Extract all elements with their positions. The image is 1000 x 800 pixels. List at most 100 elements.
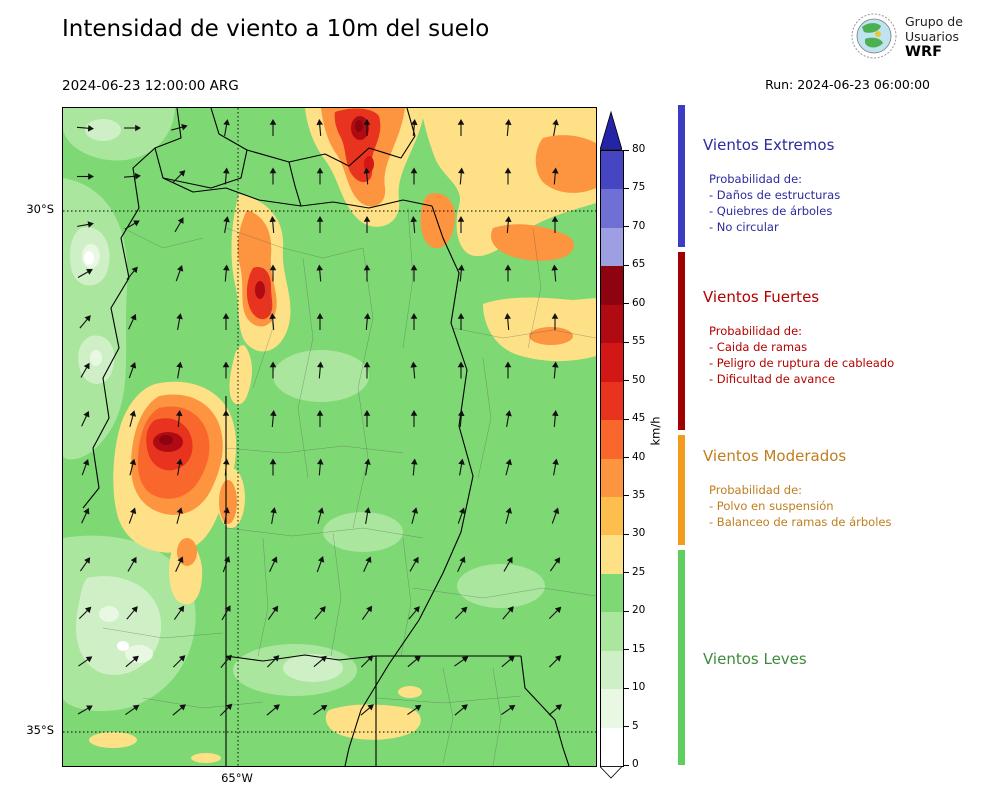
run-datetime: Run: 2024-06-23 06:00:00 xyxy=(765,77,930,92)
wind-arrow xyxy=(222,458,230,476)
wind-arrow xyxy=(551,264,559,282)
legend-section-leves: Vientos Leves xyxy=(703,650,995,685)
wind-arrow xyxy=(410,264,418,282)
legend-title-extremos: Vientos Extremos xyxy=(703,136,835,154)
wind-arrow xyxy=(364,507,371,524)
colorbar-tick-label: 5 xyxy=(632,719,639,732)
colorbar-segment xyxy=(601,381,623,421)
wind-arrow xyxy=(220,654,232,668)
colorbar-tick-label: 80 xyxy=(632,143,646,155)
wind-arrow xyxy=(408,606,420,620)
colorbar-tick-mark xyxy=(624,226,629,228)
wind-arrow xyxy=(222,556,231,573)
wind-arrow xyxy=(266,704,280,716)
legend-bar-fuertes xyxy=(678,252,685,430)
wind-arrow xyxy=(548,704,562,716)
wind-arrow xyxy=(77,221,94,228)
legend-item: - No circular xyxy=(709,220,779,234)
wind-arrow xyxy=(176,313,183,330)
wind-arrow xyxy=(126,266,138,280)
wind-arrow xyxy=(410,119,418,137)
wind-arrow xyxy=(501,655,515,668)
legend-item: - Polvo en suspensión xyxy=(709,499,834,513)
y-axis-label: 30°S xyxy=(26,202,54,216)
wind-arrow xyxy=(77,173,94,180)
wind-arrow xyxy=(454,704,468,716)
legend-item: - Caida de ramas xyxy=(709,340,808,354)
wind-arrow xyxy=(552,458,559,476)
colorbar-segment xyxy=(601,650,623,690)
wind-map xyxy=(63,108,596,766)
colorbar-tick-mark xyxy=(624,610,629,612)
wind-arrow xyxy=(504,313,512,331)
colorbar-segment xyxy=(601,612,623,651)
wind-arrow xyxy=(125,655,139,668)
colorbar-tick-mark xyxy=(624,303,629,305)
wind-arrow xyxy=(173,605,185,620)
wind-arrow xyxy=(457,507,466,524)
wind-arrow xyxy=(78,656,93,667)
wind-arrow xyxy=(410,216,418,234)
wind-arrow xyxy=(364,458,371,476)
wind-arrow xyxy=(457,410,465,428)
wind-arrow xyxy=(503,556,513,572)
wind-arrow xyxy=(128,362,137,379)
wind-arrow xyxy=(267,605,279,620)
wind-arrow xyxy=(457,119,465,136)
wind-arrow xyxy=(269,264,277,282)
wind-arrow xyxy=(363,264,371,282)
legend-item: - Quiebres de árboles xyxy=(709,204,833,218)
wind-arrow xyxy=(457,216,465,233)
wind-arrow xyxy=(317,507,325,524)
wind-arrow xyxy=(223,507,230,524)
wind-arrow xyxy=(129,458,137,476)
colorbar-tick-label: 55 xyxy=(632,335,646,348)
wind-arrow xyxy=(124,220,140,230)
wind-arrow xyxy=(269,119,277,136)
colorbar-tick-mark xyxy=(624,572,629,574)
wind-arrow xyxy=(80,362,90,378)
colorbar-segment xyxy=(601,151,623,190)
page-title: Intensidad de viento a 10m del suelo xyxy=(62,16,490,42)
wind-arrow xyxy=(363,216,371,233)
wind-arrow xyxy=(76,124,94,132)
province-borders xyxy=(82,108,570,766)
colorbar-tick-label: 70 xyxy=(632,219,646,232)
wind-arrow xyxy=(222,313,230,330)
colorbar-segment xyxy=(601,189,623,228)
wind-arrow xyxy=(223,216,230,233)
colorbar-segment xyxy=(601,227,623,267)
wind-arrow xyxy=(407,704,422,716)
wind-arrow xyxy=(504,361,512,379)
wind-arrow xyxy=(172,655,186,668)
colorbar-segment xyxy=(601,496,623,536)
legend-intro: Probabilidad de: xyxy=(709,483,803,497)
wind-arrow xyxy=(316,167,324,185)
wind-arrow xyxy=(504,216,512,234)
wind-arrow xyxy=(316,313,324,330)
wind-arrow xyxy=(81,459,90,476)
wind-arrow xyxy=(409,556,419,572)
legend-section-moderados: Vientos Moderados Probabilidad de: - Pol… xyxy=(703,447,995,530)
wind-arrow xyxy=(175,265,184,282)
wind-arrow xyxy=(316,119,324,137)
wind-arrow xyxy=(549,557,561,572)
legend-intro: Probabilidad de: xyxy=(709,172,803,186)
legend-item: - Daños de estructuras xyxy=(709,188,841,202)
colorbar-segment xyxy=(601,420,623,459)
wind-arrow xyxy=(172,170,186,183)
colorbar-segment xyxy=(601,689,623,728)
legend-title-moderados: Vientos Moderados xyxy=(703,447,847,465)
wind-arrow xyxy=(360,655,374,668)
wind-arrow xyxy=(174,217,184,233)
wind-arrow xyxy=(222,264,230,282)
logo-line1: Grupo de xyxy=(905,14,963,30)
colorbar-tick-mark xyxy=(624,649,629,651)
wind-arrow xyxy=(410,410,418,427)
wind-arrow xyxy=(363,119,371,136)
colorbar-segment xyxy=(601,304,623,344)
wind-arrow xyxy=(269,458,277,476)
wind-arrow xyxy=(458,458,465,476)
colorbar-tick-label: 20 xyxy=(632,604,646,617)
legend-title-fuertes: Vientos Fuertes xyxy=(703,288,820,306)
